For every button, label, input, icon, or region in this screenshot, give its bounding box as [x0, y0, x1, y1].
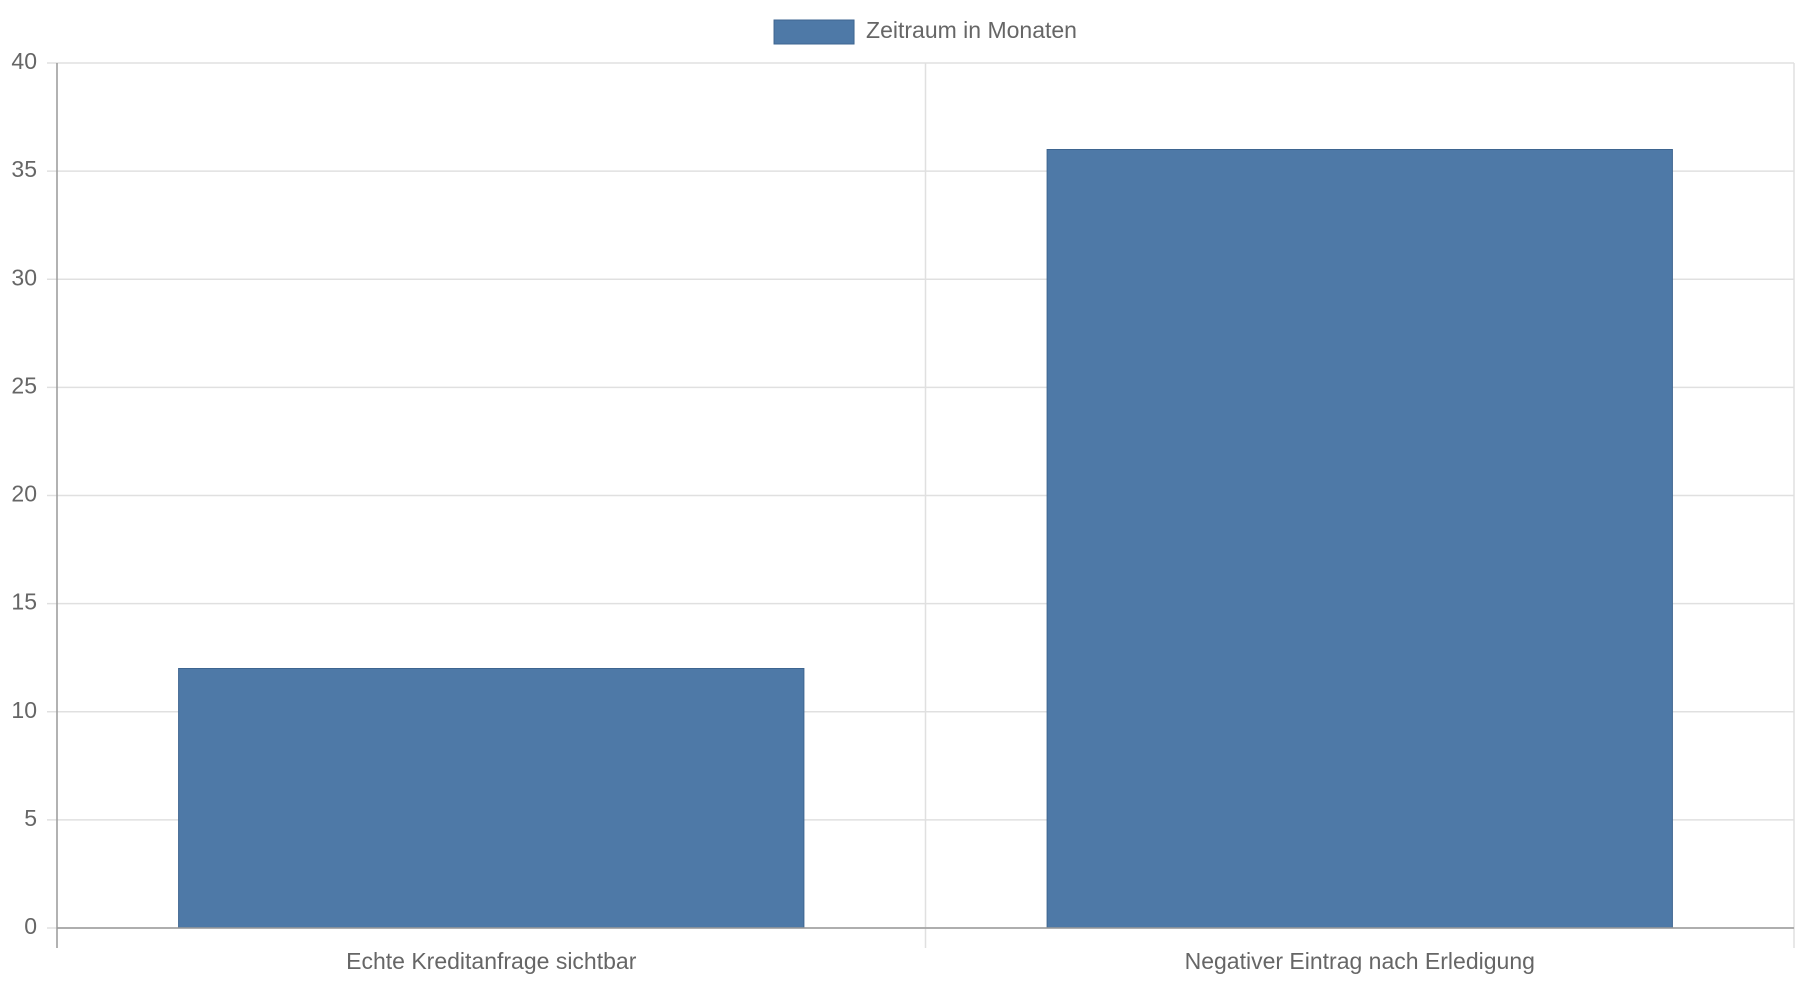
y-tick-label: 5	[24, 805, 37, 831]
y-tick-label: 25	[11, 372, 37, 398]
y-tick-label: 15	[11, 589, 37, 615]
y-tick-label: 40	[11, 48, 37, 74]
legend-item: Zeitraum in Monaten	[773, 17, 1077, 45]
bar	[1046, 149, 1673, 929]
y-tick-label: 0	[24, 913, 37, 939]
x-tick-label: Negativer Eintrag nach Erledigung	[1185, 948, 1535, 974]
y-tick-label: 20	[11, 481, 37, 507]
y-tick-label: 10	[11, 697, 37, 723]
y-tick-label: 30	[11, 264, 37, 290]
bar	[178, 668, 805, 929]
legend-label: Zeitraum in Monaten	[866, 17, 1077, 43]
legend-swatch	[773, 19, 855, 45]
x-tick-label: Echte Kreditanfrage sichtbar	[346, 948, 637, 974]
y-tick-label: 35	[11, 156, 37, 182]
